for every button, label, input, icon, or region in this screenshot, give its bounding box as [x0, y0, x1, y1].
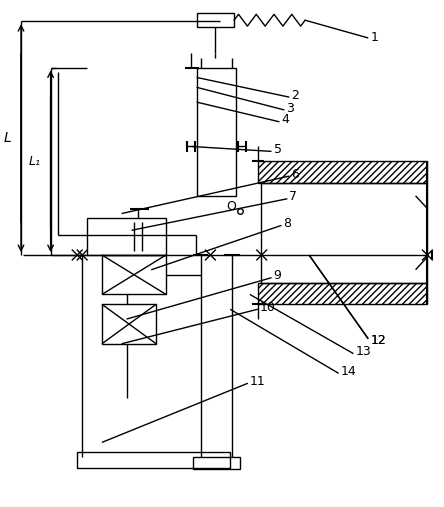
Text: 9: 9	[274, 269, 281, 282]
Bar	[258, 282, 428, 304]
Text: 6: 6	[291, 168, 299, 180]
Bar	[258, 161, 428, 183]
Text: 14: 14	[341, 365, 357, 378]
Bar	[193, 457, 240, 469]
Bar	[102, 255, 166, 295]
Text: 12: 12	[370, 334, 386, 347]
Text: 10: 10	[260, 301, 276, 314]
Text: 7: 7	[289, 190, 297, 203]
Text: 1: 1	[370, 31, 378, 45]
Bar	[197, 13, 234, 27]
Text: 11: 11	[250, 375, 266, 388]
Bar	[77, 452, 230, 468]
Text: 12: 12	[370, 334, 386, 347]
Text: L₁: L₁	[29, 155, 41, 168]
Text: L: L	[4, 131, 11, 144]
Text: 3: 3	[286, 101, 294, 115]
Text: 13: 13	[355, 345, 371, 358]
Text: 5: 5	[274, 143, 281, 156]
Text: 4: 4	[281, 114, 289, 126]
Bar	[102, 304, 156, 344]
Text: O: O	[226, 200, 236, 213]
Bar	[261, 183, 428, 282]
Text: 2: 2	[291, 89, 299, 102]
Bar	[87, 219, 166, 255]
Bar	[197, 67, 236, 196]
Text: 8: 8	[283, 217, 291, 230]
